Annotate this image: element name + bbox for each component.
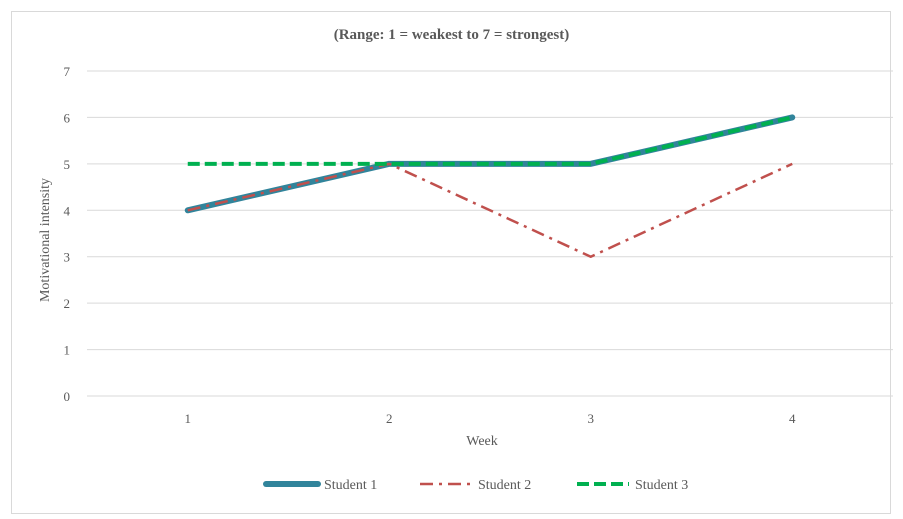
- chart-frame: [11, 11, 891, 514]
- y-tick-label: 5: [64, 157, 71, 172]
- legend: Student 1 Student 2 Student 3: [263, 478, 688, 493]
- gridlines: [87, 70, 893, 397]
- y-tick-label: 0: [64, 389, 71, 404]
- x-tick-label: 3: [588, 411, 595, 426]
- x-tick-labels: 1 2 3 4: [185, 411, 797, 426]
- chart-title: (Range: 1 = weakest to 7 = strongest): [333, 27, 570, 43]
- x-tick-label: 1: [185, 411, 192, 426]
- y-tick-label: 2: [64, 296, 71, 311]
- y-tick-label: 1: [64, 343, 71, 358]
- legend-label: Student 3: [635, 478, 688, 493]
- series-line-student-2: [187, 162, 793, 258]
- y-tick-labels: 0 1 2 3 4 5 6 7: [64, 64, 71, 404]
- y-tick-label: 7: [64, 64, 71, 79]
- x-axis-title: Week: [466, 434, 498, 449]
- y-axis-title: Motivational intensity: [38, 178, 53, 302]
- y-tick-label: 4: [64, 203, 71, 218]
- x-tick-label: 4: [789, 411, 796, 426]
- series-lines: [184, 114, 796, 258]
- y-tick-label: 6: [64, 110, 71, 125]
- legend-label: Student 2: [478, 478, 531, 493]
- legend-label: Student 1: [324, 478, 377, 493]
- y-tick-label: 3: [64, 250, 71, 265]
- x-tick-label: 2: [386, 411, 393, 426]
